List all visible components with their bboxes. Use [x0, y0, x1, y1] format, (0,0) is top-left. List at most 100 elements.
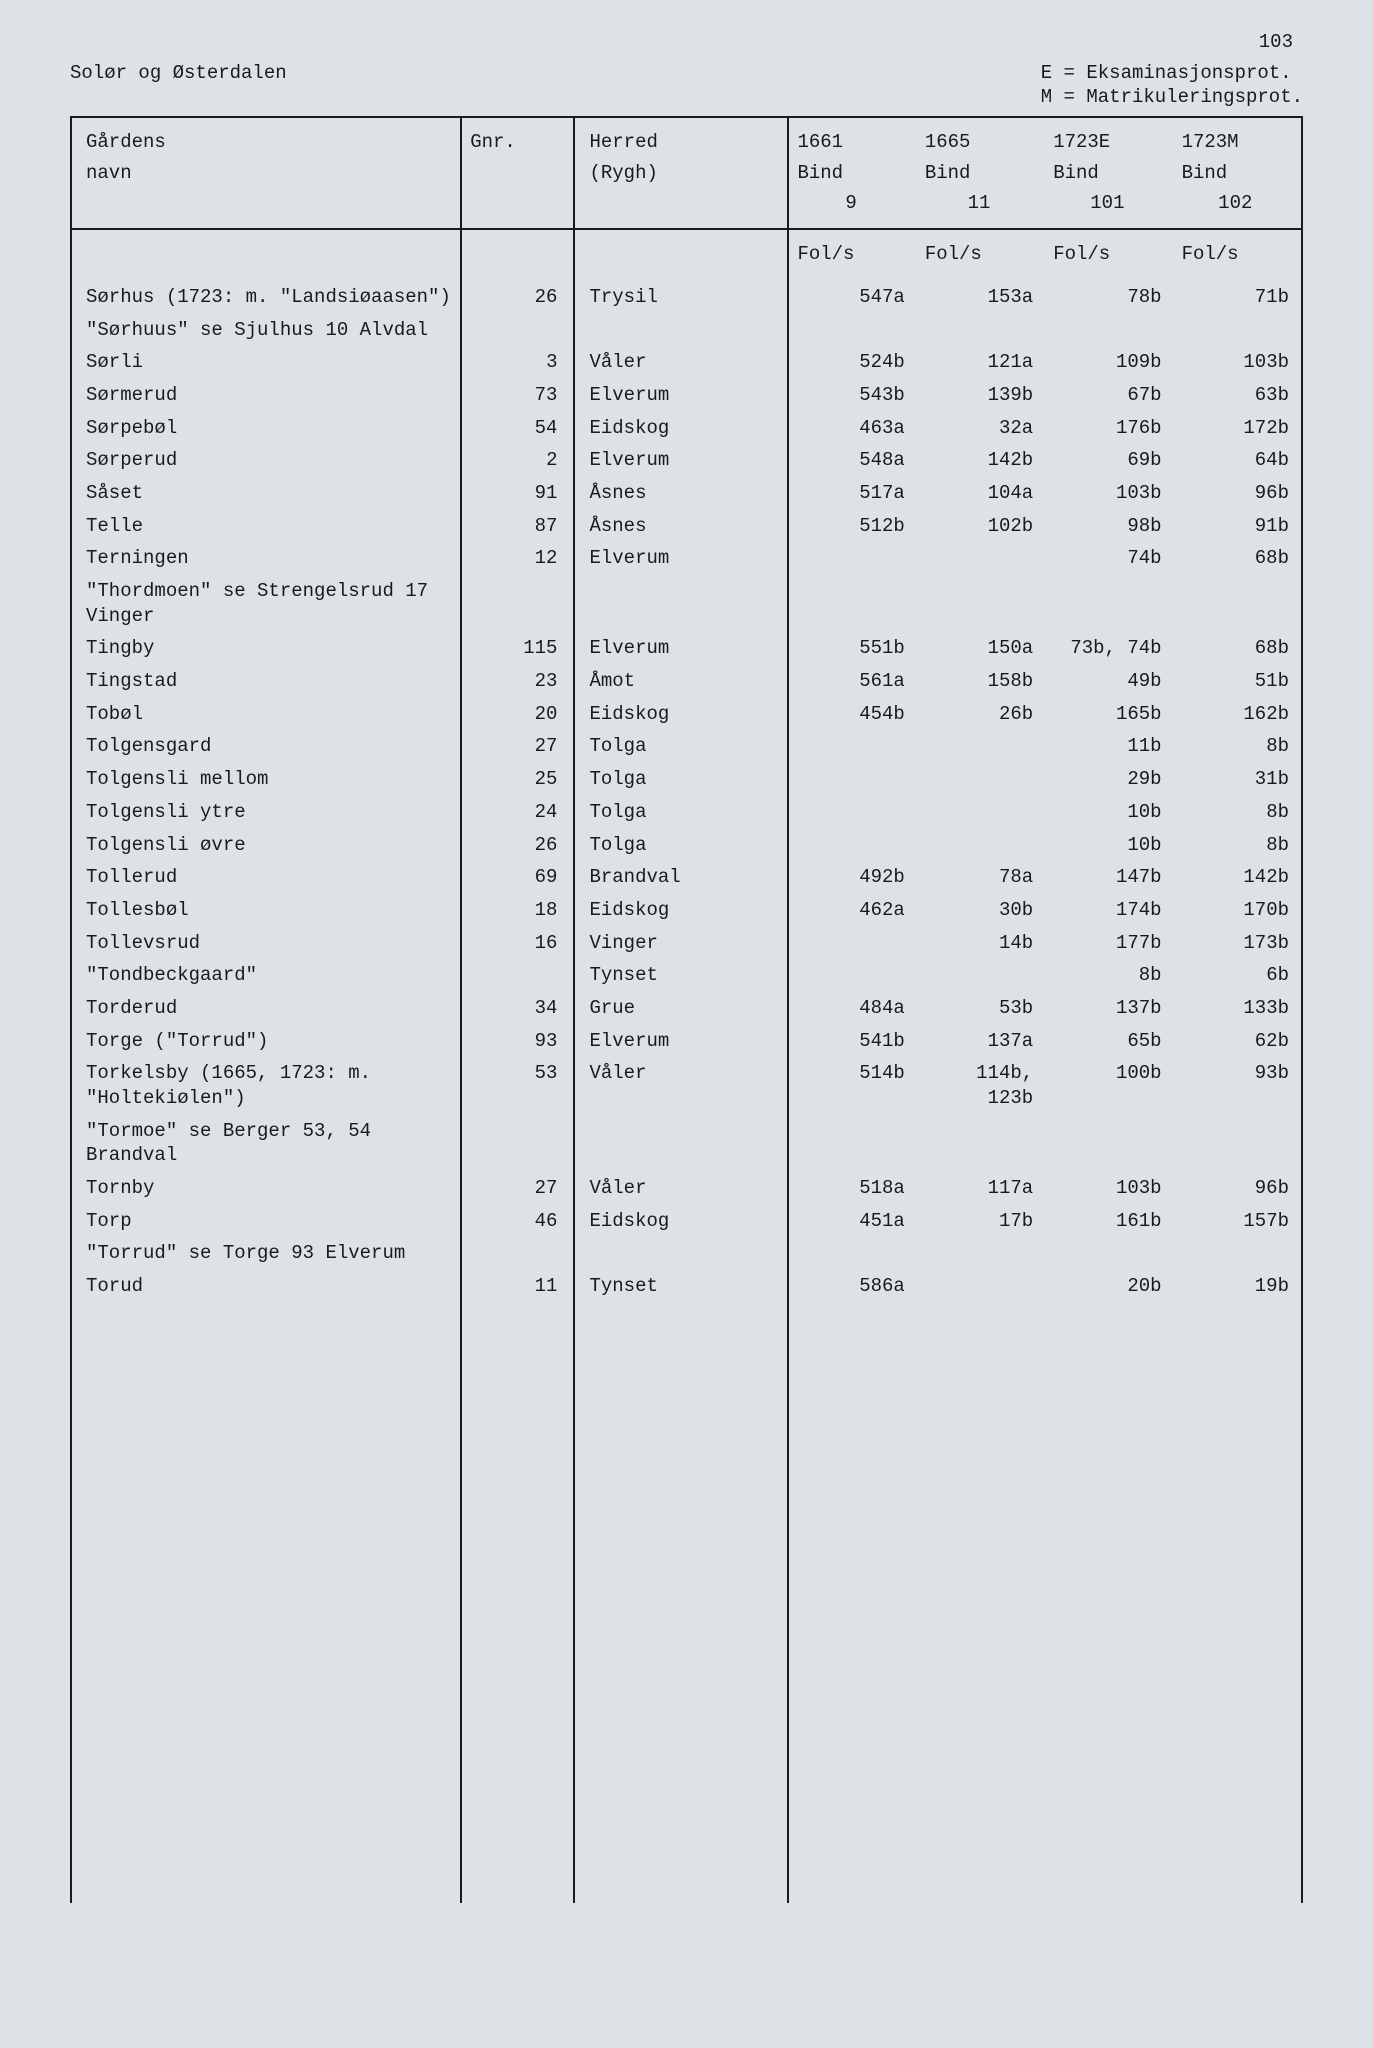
- cell-gnr: 23: [461, 665, 574, 698]
- col-herred-l1: Herred: [574, 117, 788, 158]
- blank: [71, 229, 461, 281]
- cell-1723e: 176b: [1045, 412, 1173, 445]
- cell-1665: [917, 1237, 1045, 1270]
- cell-name: Tingstad: [71, 665, 461, 698]
- cell-1661: [788, 927, 916, 960]
- table-header-row-3: 9 11 101 102: [71, 188, 1302, 229]
- cell-1661: [788, 1237, 916, 1270]
- cell-name: Tolgensgard: [71, 730, 461, 763]
- cell-herred: Våler: [574, 1057, 788, 1114]
- cell-1665: 78a: [917, 861, 1045, 894]
- blank: [788, 1303, 916, 1903]
- cell-1723e: 10b: [1045, 796, 1173, 829]
- cell-1723m: 6b: [1174, 959, 1302, 992]
- page-header: Solør og Østerdalen E = Eksaminasjonspro…: [70, 61, 1303, 110]
- blank: [1045, 1303, 1173, 1903]
- cell-1723m: 31b: [1174, 763, 1302, 796]
- cell-herred: Grue: [574, 992, 788, 1025]
- cell-1723m: 93b: [1174, 1057, 1302, 1114]
- cell-gnr: 93: [461, 1025, 574, 1058]
- cell-name: "Thordmoen" se Strengelsrud 17 Vinger: [71, 575, 461, 632]
- table-row: Såset91Åsnes517a104a103b96b: [71, 477, 1302, 510]
- cell-name: Tollevsrud: [71, 927, 461, 960]
- cell-1665: 153a: [917, 281, 1045, 314]
- cell-gnr: 11: [461, 1270, 574, 1303]
- cell-name: "Torrud" se Torge 93 Elverum: [71, 1237, 461, 1270]
- col-1665-l2: Bind: [917, 158, 1045, 189]
- cell-name: Såset: [71, 477, 461, 510]
- cell-1723e: 109b: [1045, 346, 1173, 379]
- cell-1723m: 64b: [1174, 444, 1302, 477]
- cell-1665: 102b: [917, 510, 1045, 543]
- blank: [574, 188, 788, 229]
- cell-1723e: 8b: [1045, 959, 1173, 992]
- cell-gnr: 20: [461, 698, 574, 731]
- cell-1661: 548a: [788, 444, 916, 477]
- cell-1723e: 67b: [1045, 379, 1173, 412]
- cell-herred: Åsnes: [574, 477, 788, 510]
- table-row: "Tormoe" se Berger 53, 54 Brandval: [71, 1115, 1302, 1172]
- cell-1665: 32a: [917, 412, 1045, 445]
- cell-herred: Elverum: [574, 632, 788, 665]
- cell-1665: 114b, 123b: [917, 1057, 1045, 1114]
- cell-1665: 14b: [917, 927, 1045, 960]
- cell-1723e: 98b: [1045, 510, 1173, 543]
- legend-line-e: E = Eksaminasjonsprot.: [1041, 61, 1303, 86]
- cell-herred: Tynset: [574, 959, 788, 992]
- cell-1723m: 62b: [1174, 1025, 1302, 1058]
- cell-1723m: [1174, 1237, 1302, 1270]
- cell-herred: [574, 314, 788, 347]
- col-herred-l2: (Rygh): [574, 158, 788, 189]
- col-1665-l3: 11: [917, 188, 1045, 229]
- cell-1723m: [1174, 314, 1302, 347]
- table-row: Torkelsby (1665, 1723: m. "Holtekiølen")…: [71, 1057, 1302, 1114]
- cell-1665: 121a: [917, 346, 1045, 379]
- table-row: Torud11Tynset586a20b19b: [71, 1270, 1302, 1303]
- table-row: Tobøl20Eidskog454b26b165b162b: [71, 698, 1302, 731]
- cell-1665: 158b: [917, 665, 1045, 698]
- cell-1723e: 29b: [1045, 763, 1173, 796]
- blank: [1174, 1303, 1302, 1903]
- blank: [461, 158, 574, 189]
- cell-1723e: 20b: [1045, 1270, 1173, 1303]
- cell-1723e: 174b: [1045, 894, 1173, 927]
- col-name-l1: Gårdens: [71, 117, 461, 158]
- table-row: Tornby27Våler518a117a103b96b: [71, 1172, 1302, 1205]
- cell-gnr: 54: [461, 412, 574, 445]
- col-1723m-l3: 102: [1174, 188, 1302, 229]
- cell-1723e: 103b: [1045, 1172, 1173, 1205]
- cell-name: Sørli: [71, 346, 461, 379]
- table-spacer: [71, 1303, 1302, 1903]
- cell-gnr: 16: [461, 927, 574, 960]
- cell-herred: Elverum: [574, 542, 788, 575]
- cell-name: Tobøl: [71, 698, 461, 731]
- legend-line-m: M = Matrikuleringsprot.: [1041, 85, 1303, 110]
- cell-name: Telle: [71, 510, 461, 543]
- table-header-row-2: navn (Rygh) Bind Bind Bind Bind: [71, 158, 1302, 189]
- col-name-l2: navn: [71, 158, 461, 189]
- cell-gnr: 18: [461, 894, 574, 927]
- cell-1723e: [1045, 1115, 1173, 1172]
- cell-1723e: 74b: [1045, 542, 1173, 575]
- cell-name: Tollerud: [71, 861, 461, 894]
- table-row: Tolgensli ytre24Tolga10b8b: [71, 796, 1302, 829]
- cell-herred: Åsnes: [574, 510, 788, 543]
- cell-name: Tolgensli øvre: [71, 829, 461, 862]
- cell-1723m: [1174, 1115, 1302, 1172]
- table-row: "Sørhuus" se Sjulhus 10 Alvdal: [71, 314, 1302, 347]
- blank: [71, 1303, 461, 1903]
- cell-1661: 543b: [788, 379, 916, 412]
- table-row: Tollerud69Brandval492b78a147b142b: [71, 861, 1302, 894]
- cell-herred: Eidskog: [574, 698, 788, 731]
- col-1661-l2: Bind: [788, 158, 916, 189]
- cell-1723m: 51b: [1174, 665, 1302, 698]
- cell-name: Tolgensli ytre: [71, 796, 461, 829]
- cell-gnr: 73: [461, 379, 574, 412]
- col-1661-l1: 1661: [788, 117, 916, 158]
- table-row: Tolgensli øvre26Tolga10b8b: [71, 829, 1302, 862]
- cell-1661: 451a: [788, 1205, 916, 1238]
- cell-herred: Elverum: [574, 1025, 788, 1058]
- cell-1661: 517a: [788, 477, 916, 510]
- cell-1661: [788, 829, 916, 862]
- cell-1723m: 8b: [1174, 829, 1302, 862]
